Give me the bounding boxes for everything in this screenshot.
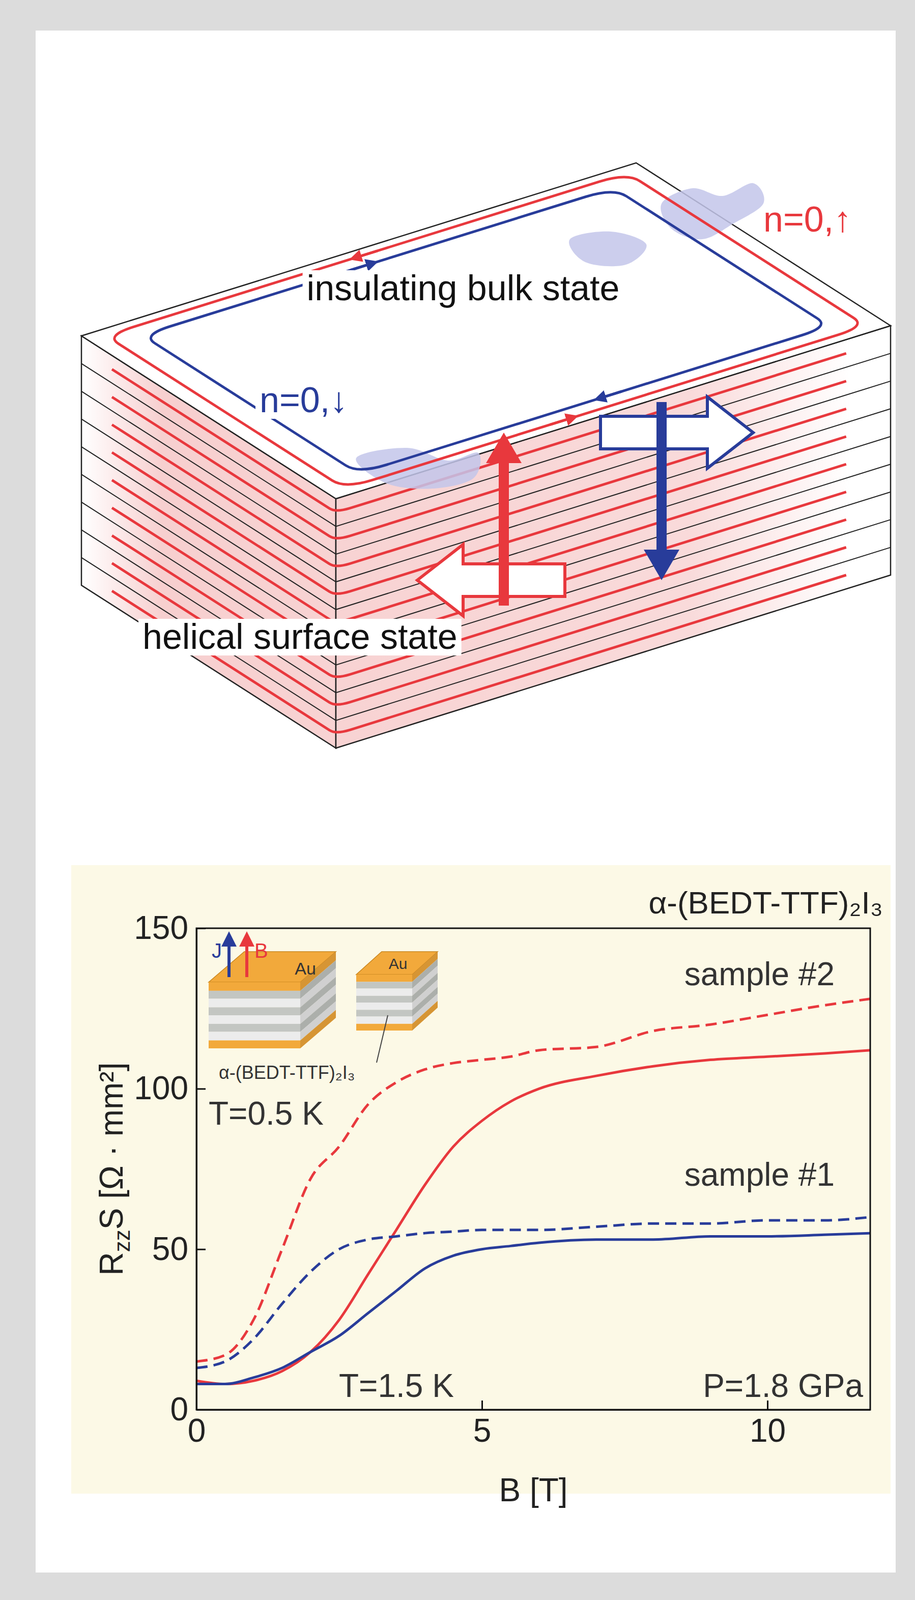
diagram: insulating bulk state helical surface sta…	[81, 162, 891, 749]
layer	[300, 1009, 336, 1049]
tick-mark	[196, 927, 206, 930]
layer-line	[81, 381, 891, 555]
tick-mark	[481, 1400, 483, 1410]
inset-label: B	[254, 939, 269, 962]
graphic: S [Ω · mm²]	[93, 1062, 130, 1231]
edge-state-down	[150, 192, 821, 470]
annotation: T=0.5 K	[208, 1095, 324, 1132]
layer	[356, 1002, 413, 1010]
bulk-domain	[660, 183, 765, 240]
plot-lines	[196, 998, 871, 1385]
tick-mark	[196, 1248, 206, 1251]
layer-line	[81, 519, 891, 693]
edge-direction	[355, 250, 378, 259]
layer-line	[81, 492, 891, 666]
surface-label: helical surface state	[142, 616, 458, 657]
layer	[208, 982, 301, 991]
annotation: sample #2	[684, 955, 835, 993]
layer	[356, 981, 413, 989]
edge-direction	[550, 417, 573, 425]
layer	[356, 1016, 413, 1024]
layer	[208, 1007, 301, 1016]
chart-title: α-(BEDT-TTF)₂I₃	[648, 884, 883, 921]
edge-state-up	[114, 177, 858, 485]
page-background	[0, 0, 915, 1600]
annotation: P=1.8 GPa	[702, 1367, 864, 1405]
momentum-arrow	[600, 396, 754, 469]
layer	[356, 1009, 413, 1017]
tick-mark	[196, 1088, 206, 1090]
x-axis-title: B [T]	[498, 1471, 568, 1509]
annotation: sample #1	[684, 1156, 835, 1193]
tick: 0	[169, 1390, 206, 1428]
annotation: T=1.5 K	[338, 1367, 454, 1405]
tick-label: 50	[152, 1230, 189, 1268]
layer	[208, 990, 301, 999]
edge-direction	[599, 391, 622, 399]
graphic: R	[93, 1251, 130, 1276]
surface-channel	[111, 353, 847, 511]
leader-line	[376, 1015, 388, 1063]
layer	[412, 1001, 438, 1031]
layer	[208, 1015, 301, 1024]
data-line	[196, 1217, 871, 1368]
inset-label: Au	[294, 958, 317, 979]
layer	[356, 988, 413, 996]
current-arrow	[227, 938, 231, 978]
tick: 150	[133, 909, 206, 947]
edge-label: n=0,↓	[259, 380, 348, 420]
tick-label: 100	[133, 1069, 189, 1107]
tick: 10	[749, 1400, 786, 1449]
tick: 100	[133, 1069, 206, 1107]
tick-label: 0	[187, 1412, 207, 1449]
layer	[356, 974, 413, 982]
surface-channel	[111, 381, 847, 539]
tick: 5	[473, 1400, 492, 1449]
top-face	[81, 162, 891, 499]
layer	[208, 1040, 301, 1049]
bulk-domain	[568, 231, 647, 267]
tick-label: 150	[133, 909, 189, 947]
surface-channel	[111, 575, 847, 733]
axis-line	[196, 1409, 871, 1411]
y-axis: 0 50 100 150	[133, 909, 206, 1428]
data-line	[196, 998, 871, 1362]
data-line	[196, 1050, 871, 1385]
tick-label: 5	[473, 1412, 492, 1449]
figure: insulating bulk state helical surface sta…	[0, 0, 915, 1600]
inset-label: α-(BEDT-TTF)₂I₃	[218, 1062, 355, 1083]
tick-label: 0	[169, 1390, 189, 1428]
tick-label: 10	[749, 1412, 786, 1449]
inset	[208, 938, 438, 1063]
layer	[208, 1023, 301, 1033]
edge-label: n=0,↑	[763, 199, 852, 240]
surface-channel	[111, 519, 847, 677]
axis-line	[195, 928, 198, 1411]
inset-label: J	[211, 939, 222, 962]
layer-line	[81, 464, 891, 638]
plot-frame	[196, 928, 871, 1410]
layer-line	[81, 353, 891, 527]
layer	[208, 998, 301, 1008]
field-arrow	[245, 938, 249, 978]
graphic: zz	[109, 1229, 135, 1252]
layer	[208, 1032, 301, 1041]
bulk-label: insulating bulk state	[306, 268, 620, 308]
spin-down-arrow	[643, 402, 680, 581]
card	[35, 30, 896, 1573]
tick-mark	[196, 1409, 206, 1411]
chart: 0510050100150B [T]RzzS [Ω · mm²]α-(BEDT-…	[71, 865, 891, 1509]
inset-label: Au	[388, 955, 408, 972]
momentum-arrow	[417, 544, 565, 616]
spin-up-arrow	[485, 432, 522, 606]
data-line	[196, 1233, 871, 1384]
chart-background	[71, 865, 891, 1494]
x-axis: 0 5 10	[187, 1400, 871, 1449]
y-axis-title: RzzS [Ω · mm²]	[93, 1062, 135, 1276]
tick: 50	[152, 1230, 206, 1268]
layer	[356, 995, 413, 1003]
surface-channel	[111, 464, 847, 622]
